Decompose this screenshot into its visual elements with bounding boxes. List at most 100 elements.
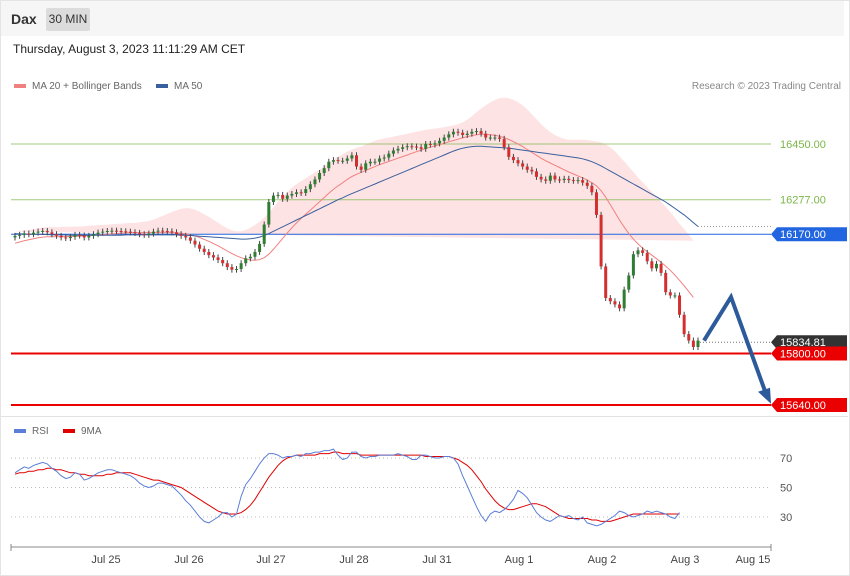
- candle-bearish: [230, 267, 234, 270]
- candle-bearish: [193, 240, 197, 245]
- candle-bearish: [530, 169, 534, 172]
- candle-bullish: [285, 195, 289, 199]
- candle-bearish: [119, 231, 123, 232]
- candle-bullish: [447, 134, 451, 138]
- candle-bullish: [304, 189, 308, 193]
- candle-bearish: [594, 192, 598, 215]
- candle-bullish: [239, 263, 243, 270]
- candle-bearish: [525, 166, 529, 170]
- candle-bullish: [576, 180, 580, 182]
- candle-bullish: [295, 192, 299, 194]
- candle-bullish: [562, 178, 566, 181]
- level-tag-support: [771, 346, 847, 361]
- candle-bearish: [641, 250, 645, 253]
- candle-bullish: [548, 175, 552, 181]
- candle-bullish: [244, 258, 248, 264]
- candle-bearish: [165, 231, 169, 232]
- candle-bearish: [216, 257, 220, 260]
- candle-bearish: [498, 137, 502, 139]
- candle-bullish: [382, 157, 386, 159]
- candle-bearish: [55, 234, 59, 236]
- panel-separator: [1, 416, 848, 417]
- ma20-line: [14, 133, 694, 298]
- candle-bullish: [405, 146, 409, 148]
- level-label-16277: 16277.00: [780, 195, 826, 207]
- candle-bullish: [493, 137, 497, 139]
- candle-bullish: [31, 232, 35, 235]
- rsi-tick-label-70: 70: [780, 453, 792, 465]
- candle-bullish: [631, 254, 635, 276]
- candle-bullish: [68, 236, 72, 239]
- candle-bullish: [424, 144, 428, 149]
- candle-bearish: [170, 231, 174, 233]
- candle-bullish: [654, 263, 658, 269]
- candle-bullish: [364, 163, 368, 170]
- legend-label-ma50: MA 50: [174, 81, 203, 92]
- candle-bullish: [401, 147, 405, 149]
- candle-bullish: [451, 131, 455, 135]
- candle-bullish: [267, 202, 271, 225]
- candle-bullish: [433, 143, 437, 145]
- candle-bearish: [668, 292, 672, 296]
- candle-bearish: [419, 147, 423, 149]
- candle-bearish: [484, 133, 488, 138]
- candle-bearish: [608, 298, 612, 302]
- candle-bearish: [221, 260, 225, 264]
- x-tick-label: Jul 27: [256, 554, 285, 566]
- candle-bullish: [442, 137, 446, 141]
- candle-bullish: [396, 148, 400, 151]
- candle-bullish: [345, 158, 349, 161]
- candle-bearish: [428, 144, 432, 145]
- x-tick-label: Aug 15: [736, 554, 771, 566]
- candle-bullish: [378, 158, 382, 162]
- candle-bearish: [198, 244, 202, 249]
- candle-bearish: [161, 230, 165, 232]
- candle-bullish: [156, 230, 160, 232]
- candle-bullish: [673, 295, 677, 297]
- rsi-line: [14, 448, 680, 527]
- candle-bullish: [151, 231, 155, 234]
- candle-bullish: [276, 194, 280, 196]
- candle-bearish: [124, 231, 128, 233]
- candle-bearish: [299, 192, 303, 194]
- x-tick-label: Jul 31: [422, 554, 451, 566]
- level-label-16170: 16170.00: [780, 229, 826, 241]
- candle-bearish: [479, 131, 483, 134]
- candle-bearish: [355, 155, 358, 167]
- level-tag-support: [771, 398, 847, 412]
- candle-bearish: [516, 160, 520, 164]
- candle-bullish: [438, 140, 442, 144]
- candle-bearish: [521, 163, 525, 167]
- legend-ma50: MA 50: [156, 81, 202, 92]
- candle-bullish: [391, 150, 395, 154]
- candle-bullish: [290, 193, 294, 196]
- legend-rsi-9ma: 9MA: [63, 426, 102, 437]
- candle-bearish: [539, 176, 543, 180]
- candle-bullish: [253, 251, 257, 257]
- candle-bearish: [585, 182, 589, 186]
- candle-bearish: [45, 231, 49, 233]
- candle-bullish: [465, 133, 469, 135]
- forecast-arrow-head: [758, 387, 771, 404]
- timeframe-button[interactable]: 30 MIN: [46, 8, 90, 31]
- candle-bearish: [678, 295, 682, 315]
- candle-bearish: [664, 272, 668, 293]
- x-tick-label: Aug 1: [505, 554, 534, 566]
- candle-bullish: [368, 161, 372, 164]
- candle-bearish: [599, 214, 603, 267]
- candle-bearish: [59, 235, 63, 238]
- candle-bullish: [262, 224, 266, 244]
- candle-bearish: [590, 185, 594, 193]
- legend-swatch-ma50: [156, 84, 168, 89]
- candle-bullish: [101, 231, 105, 233]
- candle-bullish: [470, 131, 474, 134]
- rsi-tick-label-30: 30: [780, 512, 792, 524]
- candle-bearish: [613, 301, 617, 305]
- candle-bullish: [258, 243, 262, 252]
- candle-bearish: [211, 255, 215, 258]
- candle-bullish: [73, 234, 77, 237]
- candle-bullish: [488, 137, 492, 139]
- x-tick-label: Aug 2: [588, 554, 617, 566]
- chart-header: Dax 30 MIN: [1, 1, 844, 36]
